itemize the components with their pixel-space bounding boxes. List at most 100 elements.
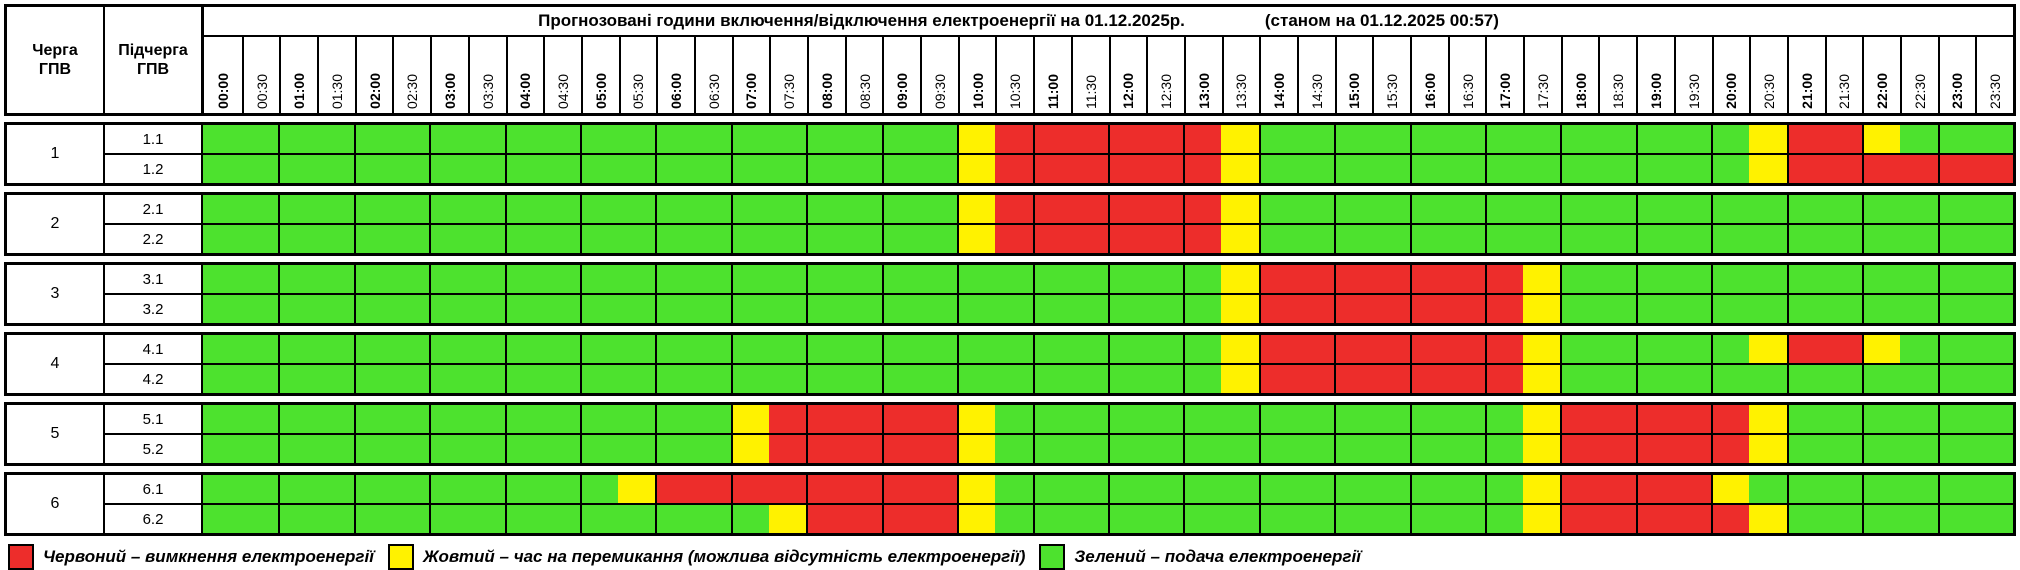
slot-3.1-18:30 — [1598, 265, 1636, 293]
slot-4.2-23:30 — [1975, 365, 2013, 393]
slot-1.1-22:00 — [1862, 125, 1900, 153]
slot-5.2-05:30 — [617, 435, 656, 463]
subqueue-label: 5.2 — [105, 435, 203, 463]
slot-6.2-17:00 — [1485, 505, 1523, 533]
slot-1.2-07:00 — [730, 155, 769, 183]
slot-2.2-11:00 — [1032, 225, 1071, 253]
slot-3.2-14:00 — [1258, 295, 1297, 323]
slot-3.1-11:30 — [1070, 265, 1108, 293]
slot-3.2-02:00 — [353, 295, 392, 323]
slot-1.1-03:30 — [466, 125, 505, 153]
slot-4.1-05:30 — [617, 335, 656, 363]
slot-1.2-06:30 — [693, 155, 731, 183]
slot-5.1-03:00 — [429, 405, 467, 433]
slot-4.2-22:30 — [1899, 365, 1938, 393]
slot-6.1-16:00 — [1409, 475, 1448, 503]
slot-6.1-06:30 — [693, 475, 731, 503]
slot-3.1-09:30 — [919, 265, 958, 293]
time-label: 19:00 — [1647, 73, 1664, 109]
slot-6.1-18:00 — [1560, 475, 1599, 503]
slot-4.2-01:30 — [316, 365, 354, 393]
time-label-cell-15:00: 15:00 — [1334, 37, 1373, 113]
slot-3.2-07:00 — [730, 295, 769, 323]
slot-6.1-04:30 — [542, 475, 581, 503]
time-label: 08:00 — [818, 73, 835, 109]
slot-1.2-19:30 — [1673, 155, 1712, 183]
slot-5.1-20:30 — [1749, 405, 1787, 433]
slot-4.2-14:00 — [1258, 365, 1297, 393]
slot-5.2-02:00 — [353, 435, 392, 463]
slot-2.2-14:00 — [1258, 225, 1297, 253]
subqueue-label: 2.1 — [105, 195, 203, 223]
slot-6.1-11:00 — [1032, 475, 1071, 503]
slot-4.2-03:30 — [466, 365, 505, 393]
time-label: 13:00 — [1195, 73, 1212, 109]
time-label: 04:30 — [555, 73, 572, 109]
slot-4.1-06:30 — [693, 335, 731, 363]
slot-4.2-20:30 — [1749, 365, 1787, 393]
slot-4.2-07:30 — [768, 365, 807, 393]
slot-1.1-13:30 — [1221, 125, 1259, 153]
slot-6.1-01:00 — [278, 475, 317, 503]
slot-4.2-07:00 — [730, 365, 769, 393]
slot-4.2-12:30 — [1145, 365, 1184, 393]
slot-1.2-15:30 — [1371, 155, 1410, 183]
slot-4.1-15:30 — [1371, 335, 1410, 363]
slot-2.2-22:30 — [1899, 225, 1938, 253]
time-label: 15:00 — [1346, 73, 1363, 109]
legend-item: Зелений – подача електроенергії — [1039, 544, 1361, 570]
slot-cells — [203, 295, 2013, 323]
slot-1.1-13:00 — [1183, 125, 1222, 153]
slot-2.2-06:00 — [655, 225, 694, 253]
time-label-cell-11:30: 11:30 — [1070, 37, 1109, 113]
slot-2.1-02:30 — [391, 195, 430, 223]
schedule-row-1.1: 1.1 — [105, 125, 2013, 155]
slot-5.2-03:00 — [429, 435, 467, 463]
slot-4.1-09:30 — [919, 335, 958, 363]
slot-1.1-02:00 — [353, 125, 392, 153]
slot-3.2-23:30 — [1975, 295, 2013, 323]
slot-3.1-01:30 — [316, 265, 354, 293]
slot-2.1-07:30 — [768, 195, 807, 223]
slot-3.2-21:00 — [1786, 295, 1825, 323]
slot-3.2-22:00 — [1862, 295, 1900, 323]
slot-6.1-05:00 — [580, 475, 618, 503]
slot-6.1-09:00 — [881, 475, 920, 503]
slot-6.1-21:00 — [1786, 475, 1825, 503]
slot-5.1-21:00 — [1786, 405, 1825, 433]
slot-5.1-17:30 — [1522, 405, 1561, 433]
slot-3.1-03:30 — [466, 265, 505, 293]
schedule-row-1.2: 1.2 — [105, 155, 2013, 183]
time-label-cell-04:30: 04:30 — [543, 37, 581, 113]
slot-5.2-06:00 — [655, 435, 694, 463]
slot-4.1-22:30 — [1899, 335, 1938, 363]
slot-1.2-15:00 — [1334, 155, 1372, 183]
slot-3.1-21:30 — [1824, 265, 1863, 293]
slot-5.2-23:00 — [1937, 435, 1976, 463]
slot-6.1-02:00 — [353, 475, 392, 503]
slot-4.1-04:00 — [504, 335, 543, 363]
slot-1.1-07:30 — [768, 125, 807, 153]
slot-5.1-06:30 — [693, 405, 731, 433]
slot-4.2-21:00 — [1786, 365, 1825, 393]
slot-6.1-23:00 — [1937, 475, 1976, 503]
slot-3.2-16:00 — [1409, 295, 1448, 323]
slot-1.1-17:00 — [1485, 125, 1523, 153]
slot-5.1-11:30 — [1070, 405, 1108, 433]
slot-3.2-11:30 — [1070, 295, 1108, 323]
slot-4.1-08:00 — [806, 335, 845, 363]
slot-2.2-13:00 — [1183, 225, 1222, 253]
slot-3.1-12:30 — [1145, 265, 1184, 293]
slot-6.2-20:30 — [1749, 505, 1787, 533]
slot-5.2-00:30 — [240, 435, 279, 463]
slot-1.1-23:30 — [1975, 125, 2013, 153]
slot-5.2-11:00 — [1032, 435, 1071, 463]
slot-3.1-06:30 — [693, 265, 731, 293]
slot-3.1-20:30 — [1749, 265, 1787, 293]
subqueue-label: 2.2 — [105, 225, 203, 253]
slot-1.2-23:30 — [1975, 155, 2013, 183]
slot-6.1-18:30 — [1598, 475, 1636, 503]
slot-cells — [203, 475, 2013, 503]
slot-2.2-13:30 — [1221, 225, 1259, 253]
slot-cells — [203, 125, 2013, 153]
